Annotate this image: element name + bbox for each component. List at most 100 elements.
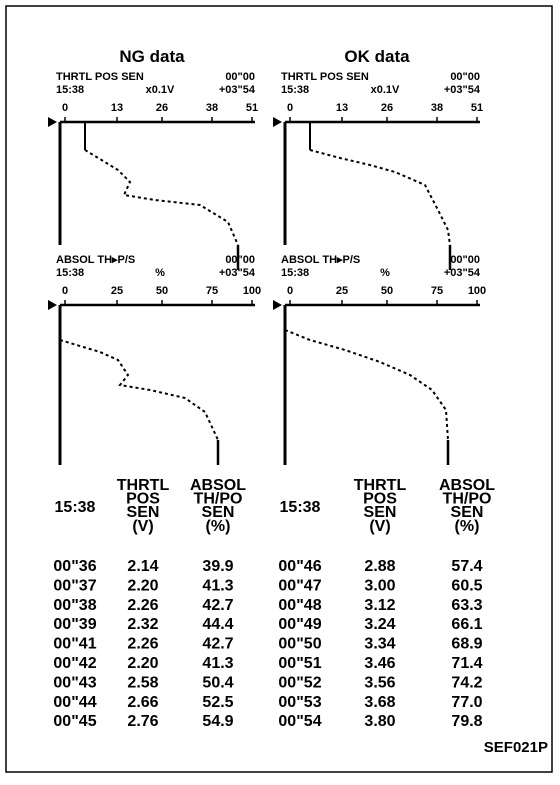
table-cell: 00"41: [53, 636, 96, 653]
table-cell: 3.24: [364, 616, 395, 633]
start-marker: [273, 300, 282, 310]
table-cell: 2.88: [364, 558, 395, 575]
graph-start: 00"00: [450, 71, 480, 83]
table-cell: 00"49: [278, 616, 321, 633]
table-cell: 2.66: [127, 694, 158, 711]
table-cell: 41.3: [202, 577, 233, 594]
tick-label: 51: [471, 102, 483, 114]
table-cell: 60.5: [451, 577, 482, 594]
table-cell: 00"38: [53, 597, 96, 614]
tick-label: 13: [336, 102, 348, 114]
graph-time: 15:38: [281, 84, 309, 96]
tick-label: 25: [111, 285, 123, 297]
tick-label: 75: [431, 285, 443, 297]
table-header: ABSOL TH/PO SEN (%): [439, 477, 495, 535]
table-cell: 00"50: [278, 636, 321, 653]
graph-unit: %: [155, 267, 165, 279]
table-cell: 00"44: [53, 694, 96, 711]
tick-label: 50: [156, 285, 168, 297]
table-cell: 3.34: [364, 636, 395, 653]
table-cell: 71.4: [451, 655, 482, 672]
table-cell: 57.4: [451, 558, 482, 575]
table-cell: 00"39: [53, 616, 96, 633]
table-cell: 2.20: [127, 577, 158, 594]
graph-time: 15:38: [281, 267, 309, 279]
graph-unit: %: [380, 267, 390, 279]
tick-label: 0: [62, 102, 68, 114]
table-cell: 3.46: [364, 655, 395, 672]
tick-label: 26: [156, 102, 168, 114]
trace-dotted: [84, 149, 239, 246]
table-cell: 00"51: [278, 655, 321, 672]
table-cell: 66.1: [451, 616, 482, 633]
table-cell: 2.26: [127, 597, 158, 614]
table-cell: 00"46: [278, 558, 321, 575]
tick-label: 51: [246, 102, 258, 114]
table-cell: 52.5: [202, 694, 233, 711]
tick-label: 100: [468, 285, 486, 297]
graph-label: ABSOL TH▸P/S: [281, 254, 360, 266]
figure-code: SEF021P: [484, 739, 548, 756]
table-cell: 00"36: [53, 558, 96, 575]
table-cell: 44.4: [202, 616, 233, 633]
table-cell: 00"37: [53, 577, 96, 594]
table-cell: 42.7: [202, 636, 233, 653]
table-cell: 3.00: [364, 577, 395, 594]
table-cell: 3.80: [364, 713, 395, 730]
graph-span: +03"54: [219, 267, 256, 279]
table-cell: 00"52: [278, 674, 321, 691]
graph-label: ABSOL TH▸P/S: [56, 254, 135, 266]
table-cell: 2.58: [127, 674, 158, 691]
table-cell: 00"54: [278, 713, 321, 730]
graph-time: 15:38: [56, 84, 84, 96]
panel-title: OK data: [344, 47, 410, 66]
table-header: THRTL POS SEN (V): [354, 477, 407, 535]
start-marker: [48, 117, 57, 127]
tick-label: 50: [381, 285, 393, 297]
table-cell: 68.9: [451, 636, 482, 653]
table-cell: 74.2: [451, 674, 482, 691]
tick-label: 13: [111, 102, 123, 114]
tick-label: 0: [287, 102, 293, 114]
table-cell: 42.7: [202, 597, 233, 614]
tick-label: 75: [206, 285, 218, 297]
table-cell: 77.0: [451, 694, 482, 711]
table-cell: 2.76: [127, 713, 158, 730]
table-cell: 2.26: [127, 636, 158, 653]
graph-start: 00"00: [450, 254, 480, 266]
table-cell: 3.68: [364, 694, 395, 711]
table-cell: 00"45: [53, 713, 96, 730]
table-cell: 3.56: [364, 674, 395, 691]
table-header: 15:38: [280, 499, 321, 516]
table-cell: 2.20: [127, 655, 158, 672]
frame: [5, 5, 553, 773]
graph-unit: x0.1V: [371, 84, 400, 96]
table-cell: 39.9: [202, 558, 233, 575]
trace-dotted: [284, 329, 449, 441]
table-cell: 50.4: [202, 674, 233, 691]
graph-label: THRTL POS SEN: [281, 71, 369, 83]
graph-unit: x0.1V: [146, 84, 175, 96]
table-cell: 00"48: [278, 597, 321, 614]
tick-label: 25: [336, 285, 348, 297]
trace-dotted: [309, 149, 451, 246]
table-cell: 41.3: [202, 655, 233, 672]
graph-label: THRTL POS SEN: [56, 71, 144, 83]
tick-label: 38: [206, 102, 218, 114]
table-cell: 00"53: [278, 694, 321, 711]
table-header: THRTL POS SEN (V): [117, 477, 170, 535]
table-cell: 63.3: [451, 597, 482, 614]
graph-span: +03"54: [444, 267, 481, 279]
table-cell: 54.9: [202, 713, 233, 730]
start-marker: [273, 117, 282, 127]
graph-time: 15:38: [56, 267, 84, 279]
table-cell: 00"43: [53, 674, 96, 691]
table-cell: 00"47: [278, 577, 321, 594]
table-header: 15:38: [55, 499, 96, 516]
graph-span: +03"54: [444, 84, 481, 96]
graph-span: +03"54: [219, 84, 256, 96]
tick-label: 26: [381, 102, 393, 114]
table-cell: 3.12: [364, 597, 395, 614]
